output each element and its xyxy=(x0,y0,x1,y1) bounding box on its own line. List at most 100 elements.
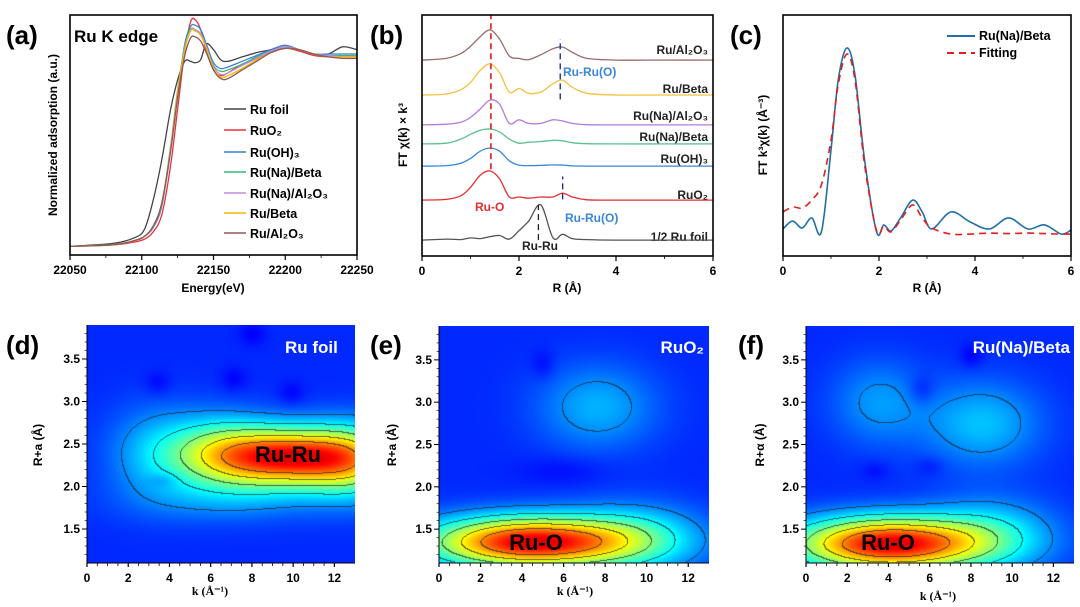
chart-f-ytick-label: 2.5 xyxy=(782,438,799,452)
heatmap-f-xlabel: k (Å⁻¹) xyxy=(920,589,956,603)
panel-label-b: (b) xyxy=(370,20,403,50)
chart-f-xtick-label: 10 xyxy=(1005,571,1019,585)
chart-c-xtick-label: 2 xyxy=(876,264,883,278)
chart-c-series-line xyxy=(783,47,1071,237)
chart-c-ylabel: FT k³χ(k) (Å⁻³) xyxy=(755,95,770,176)
chart-d-xtick-label: 8 xyxy=(249,571,256,585)
legend-label: Ru(Na)/Al₂O₃ xyxy=(250,187,328,201)
chart-a-series-line xyxy=(70,35,357,247)
chart-a-xtick-label: 22150 xyxy=(197,263,231,277)
legend-label: Ru foil xyxy=(250,103,289,117)
chart-f-xtick-label: 0 xyxy=(803,571,810,585)
chart-a-xlabel: Energy(eV) xyxy=(181,281,244,295)
chart-a-series-line xyxy=(70,27,357,247)
panel-label-d: (d) xyxy=(6,330,39,360)
chart-d-ytick-label: 1.5 xyxy=(63,522,80,536)
chart-e-ytick-label: 1.5 xyxy=(415,522,432,536)
chart-marks: 22050 22100 22150 22200 22250 0 2 4 6 0 2 4 61.52.02… xyxy=(53,14,1075,585)
series-label: Ru/Al₂O₃ xyxy=(656,43,708,57)
chart-b-xtick-label: 0 xyxy=(419,264,426,278)
heatmap-f-title: Ru(Na)/Beta xyxy=(973,338,1071,357)
chart-e-ytick-label: 3.0 xyxy=(415,395,432,409)
chart-a-series-line xyxy=(70,17,357,247)
chart-c-xtick-label: 6 xyxy=(1068,264,1075,278)
heatmap-e-xlabel: k (Å⁻¹) xyxy=(557,584,593,598)
chart-a-legend: Ru foil RuO₂ Ru(OH)₃ Ru(Na)/Beta Ru(Na)/Al₂O… xyxy=(224,103,328,241)
legend-label: Fitting xyxy=(979,46,1017,60)
chart-b-series-line xyxy=(422,128,713,145)
chart-c-xtick-label: 4 xyxy=(972,264,979,278)
chart-d-xtick-label: 12 xyxy=(328,571,342,585)
chart-e-xtick-label: 10 xyxy=(640,571,654,585)
heatmap-f-peak-label: Ru-O xyxy=(861,530,915,555)
annotation-ru-ru: Ru-Ru xyxy=(522,239,558,253)
chart-f-xtick-label: 12 xyxy=(1047,571,1061,585)
legend-label: RuO₂ xyxy=(250,124,282,138)
chart-c-legend: Ru(Na)/Beta Fitting xyxy=(947,29,1052,60)
chart-b-series-line xyxy=(422,99,713,126)
legend-label: Ru(Na)/Beta xyxy=(250,166,323,180)
series-label: Ru(Na)/Al₂O₃ xyxy=(633,109,708,123)
chart-a-series-line xyxy=(70,42,357,247)
chart-c-xlabel: R (Å) xyxy=(913,280,942,295)
chart-e-ytick-label: 3.5 xyxy=(415,353,432,367)
chart-d-xtick-label: 10 xyxy=(286,571,300,585)
chart-d-xtick-label: 6 xyxy=(207,571,214,585)
series-label: Ru(Na)/Beta xyxy=(639,130,708,144)
chart-d-ytick-label: 3.5 xyxy=(63,352,80,366)
chart-d-ytick-label: 2.5 xyxy=(63,437,80,451)
heatmap-d-title: Ru foil xyxy=(285,338,338,357)
chart-b-series-line xyxy=(422,29,713,61)
annotation-ru-o: Ru-O xyxy=(475,200,504,214)
chart-b-xtick-label: 2 xyxy=(516,264,523,278)
panel-label-e: (e) xyxy=(370,330,402,360)
chart-a-title: Ru K edge xyxy=(74,27,158,46)
chart-d-ytick-label: 3.0 xyxy=(63,395,80,409)
heatmap-f-ylabel: R+α (Å) xyxy=(752,423,767,466)
chart-f-ytick-label: 3.5 xyxy=(782,353,799,367)
chart-e-xtick-label: 2 xyxy=(477,571,484,585)
chart-b-series-labels: Ru/Al₂O₃ Ru/Beta Ru(Na)/Al₂O₃ Ru(Na)/Bet… xyxy=(633,43,708,244)
chart-e-xtick-label: 4 xyxy=(519,571,526,585)
chart-b-xtick-label: 4 xyxy=(613,264,620,278)
chart-b-xlabel: R (Å) xyxy=(553,280,582,295)
chart-e-xtick-label: 6 xyxy=(560,571,567,585)
panel-label-f: (f) xyxy=(738,330,764,360)
chart-b-series-line xyxy=(422,170,713,201)
panel-label-c: (c) xyxy=(730,20,762,50)
heatmap-e-ylabel: R+a (Å) xyxy=(384,424,399,466)
chart-f-xtick-label: 6 xyxy=(926,571,933,585)
legend-label: Ru/Beta xyxy=(250,207,298,221)
chart-e-xtick-label: 12 xyxy=(682,571,696,585)
series-label: 1/2 Ru foil xyxy=(651,230,708,244)
legend-label: Ru/Al₂O₃ xyxy=(250,227,304,241)
chart-f-ytick-label: 2.0 xyxy=(782,480,799,494)
chart-d-ytick-label: 2.0 xyxy=(63,480,80,494)
series-label: Ru/Beta xyxy=(663,82,709,96)
chart-a-xtick-label: 22250 xyxy=(340,263,374,277)
chart-d-xtick-label: 2 xyxy=(125,571,132,585)
chart-e-ytick-label: 2.5 xyxy=(415,438,432,452)
chart-a-ylabel: Normalized adsorption (a.u.) xyxy=(46,54,60,216)
heatmap-d-ru-foil xyxy=(87,325,355,563)
heatmap-e-title: RuO₂ xyxy=(661,338,704,357)
legend-label: Ru(Na)/Beta xyxy=(979,29,1052,43)
chart-f-ytick-label: 1.5 xyxy=(782,522,799,536)
chart-a-xtick-label: 22050 xyxy=(53,263,87,277)
chart-b-series-line xyxy=(422,147,713,167)
chart-f-xtick-label: 4 xyxy=(885,571,892,585)
chart-b-xtick-label: 6 xyxy=(710,264,717,278)
chart-b-series-line xyxy=(422,203,713,241)
legend-label: Ru(OH)₃ xyxy=(250,146,300,160)
chart-f-ytick-label: 3.0 xyxy=(782,395,799,409)
heatmap-d-peak-label: Ru-Ru xyxy=(255,442,321,467)
chart-d-xtick-label: 4 xyxy=(166,571,173,585)
chart-c-series-line xyxy=(783,53,1071,236)
panel-label-a: (a) xyxy=(6,20,38,50)
chart-e-xtick-label: 8 xyxy=(602,571,609,585)
heatmap-d-xlabel: k (Å⁻¹) xyxy=(192,584,228,598)
chart-f-xtick-label: 8 xyxy=(968,571,975,585)
heatmap-e-peak-label: Ru-O xyxy=(509,530,563,555)
chart-a-frame xyxy=(69,14,358,256)
